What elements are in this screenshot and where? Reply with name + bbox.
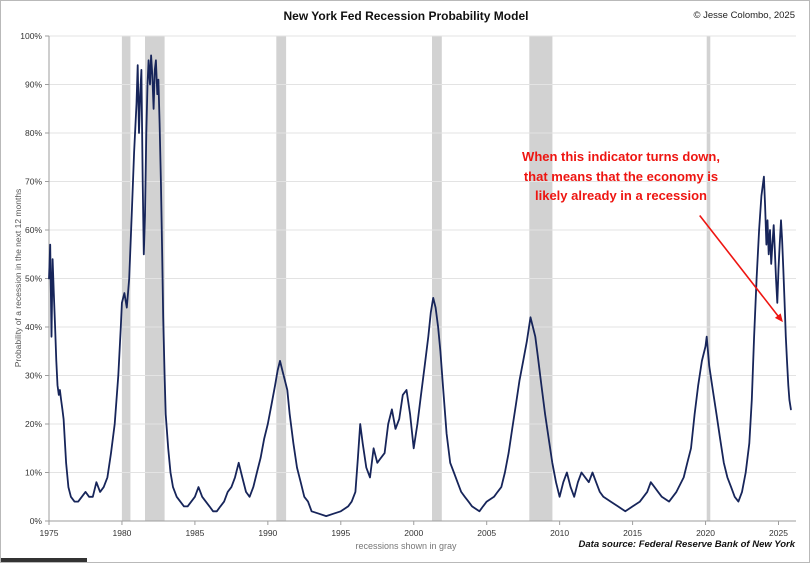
svg-text:20%: 20% [25,419,42,429]
svg-text:0%: 0% [30,516,43,526]
svg-text:2010: 2010 [550,528,569,538]
svg-text:40%: 40% [25,322,42,332]
data-source-text: Data source: Federal Reserve Bank of New… [578,539,795,550]
svg-text:50%: 50% [25,274,42,284]
svg-text:80%: 80% [25,128,42,138]
svg-text:60%: 60% [25,225,42,235]
annotation-line-3: likely already in a recession [535,188,707,203]
footnote-text: recessions shown in gray [355,541,457,551]
svg-text:90%: 90% [25,80,42,90]
annotation-line-2: that means that the economy is [523,168,719,184]
annotation-line-1: When this indicator turns down, [522,149,720,164]
svg-text:1990: 1990 [258,528,277,538]
svg-text:2025: 2025 [769,528,788,538]
svg-text:2005: 2005 [477,528,496,538]
svg-text:1995: 1995 [331,528,350,538]
svg-text:1980: 1980 [112,528,131,538]
svg-text:2015: 2015 [623,528,642,538]
chart-title: New York Fed Recession Probability Model [283,9,529,23]
svg-text:2000: 2000 [404,528,423,538]
copyright-text: © Jesse Colombo, 2025 [693,10,795,21]
svg-text:1975: 1975 [40,528,59,538]
svg-text:2020: 2020 [696,528,715,538]
svg-text:1985: 1985 [185,528,204,538]
svg-text:100%: 100% [20,31,42,41]
annotation-text: When this indicator turns down, that mea… [499,147,743,206]
svg-text:70%: 70% [25,177,42,187]
y-axis-label: Probability of a recession in the next 1… [13,188,23,368]
horizontal-scrollbar-thumb[interactable] [1,558,87,562]
svg-text:10%: 10% [25,468,42,478]
svg-text:30%: 30% [25,371,42,381]
